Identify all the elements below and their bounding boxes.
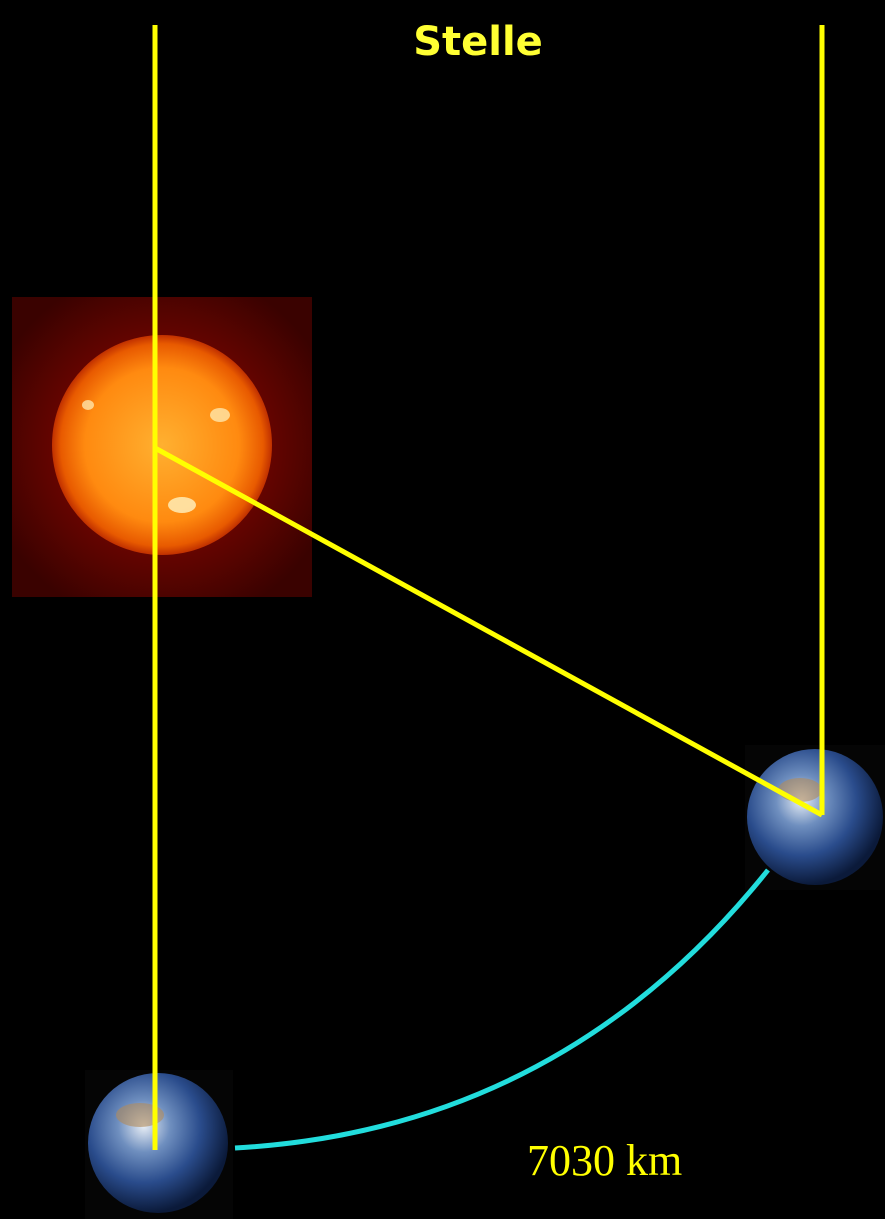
earth-left xyxy=(88,1073,228,1213)
distance-label: 7030 km xyxy=(527,1136,682,1185)
sun-spot xyxy=(168,497,196,513)
earth-land xyxy=(778,778,822,802)
sun-earth-line xyxy=(153,445,824,818)
title: Stelle xyxy=(413,19,543,65)
earth-right xyxy=(747,749,883,885)
sun-spot xyxy=(210,408,230,422)
arc xyxy=(234,868,770,1151)
sun-spot xyxy=(82,400,94,410)
earth-land xyxy=(116,1103,164,1127)
sun xyxy=(52,335,272,555)
